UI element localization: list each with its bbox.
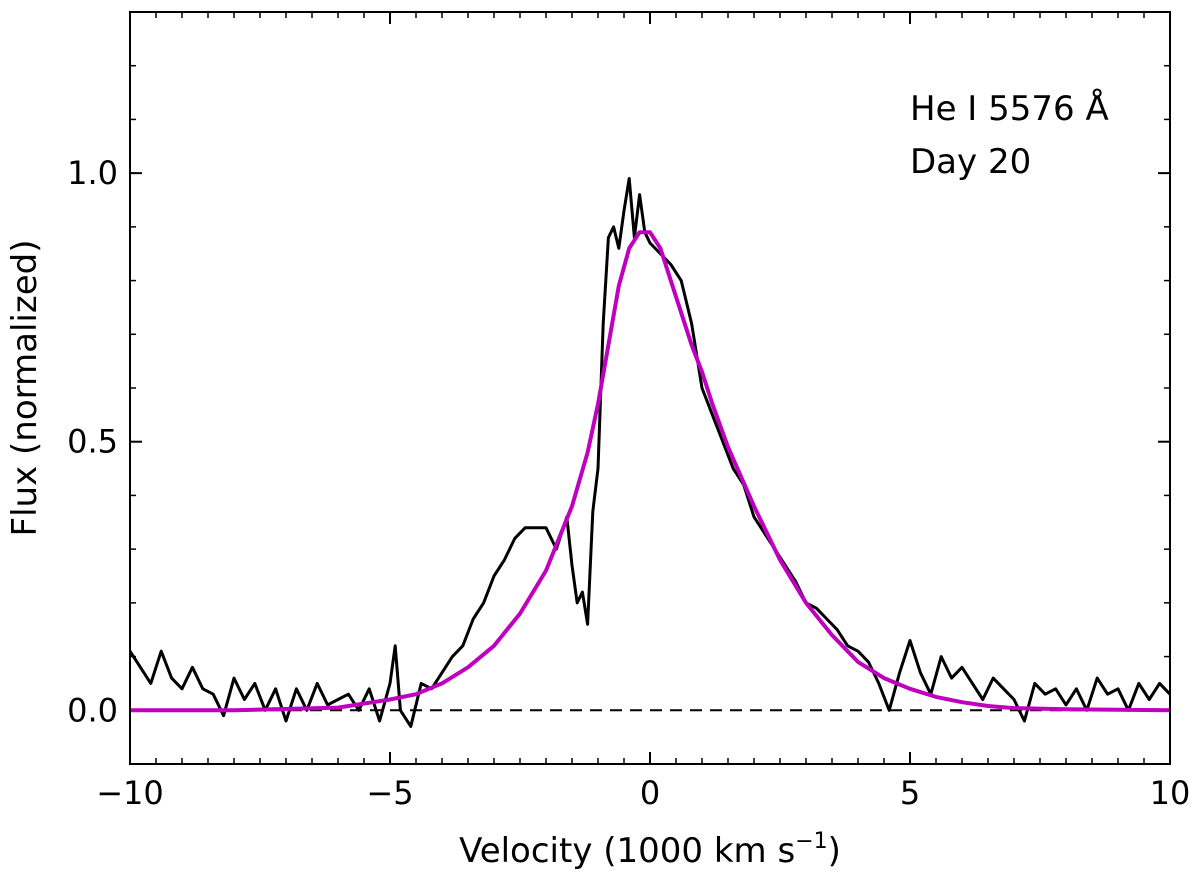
x-tick-label: −10 — [96, 774, 164, 812]
plot-frame — [129, 11, 1171, 765]
x-tick-label: 5 — [900, 774, 920, 812]
x-tick-label: −5 — [366, 774, 413, 812]
y-tick-label: 0.5 — [67, 423, 118, 461]
y-tick-label: 0.0 — [67, 691, 118, 729]
x-axis-label: Velocity (1000 km s−1) — [459, 829, 841, 871]
series-layer — [128, 177, 1172, 728]
x-tick-label: 10 — [1150, 774, 1191, 812]
series-line-observed — [128, 177, 1172, 728]
plot-background — [130, 12, 1170, 764]
annotation-line: He I 5576 Å — [910, 88, 1109, 129]
annotation-day: Day 20 — [910, 142, 1031, 182]
y-tick-label: 1.0 — [67, 154, 118, 192]
y-axis-label: Flux (normalized) — [5, 240, 45, 537]
tick-labels: −10 −5 0 5 10 0.0 0.5 1.0 — [67, 154, 1190, 812]
series-line-model — [130, 230, 1171, 713]
x-tick-label: 0 — [640, 774, 660, 812]
